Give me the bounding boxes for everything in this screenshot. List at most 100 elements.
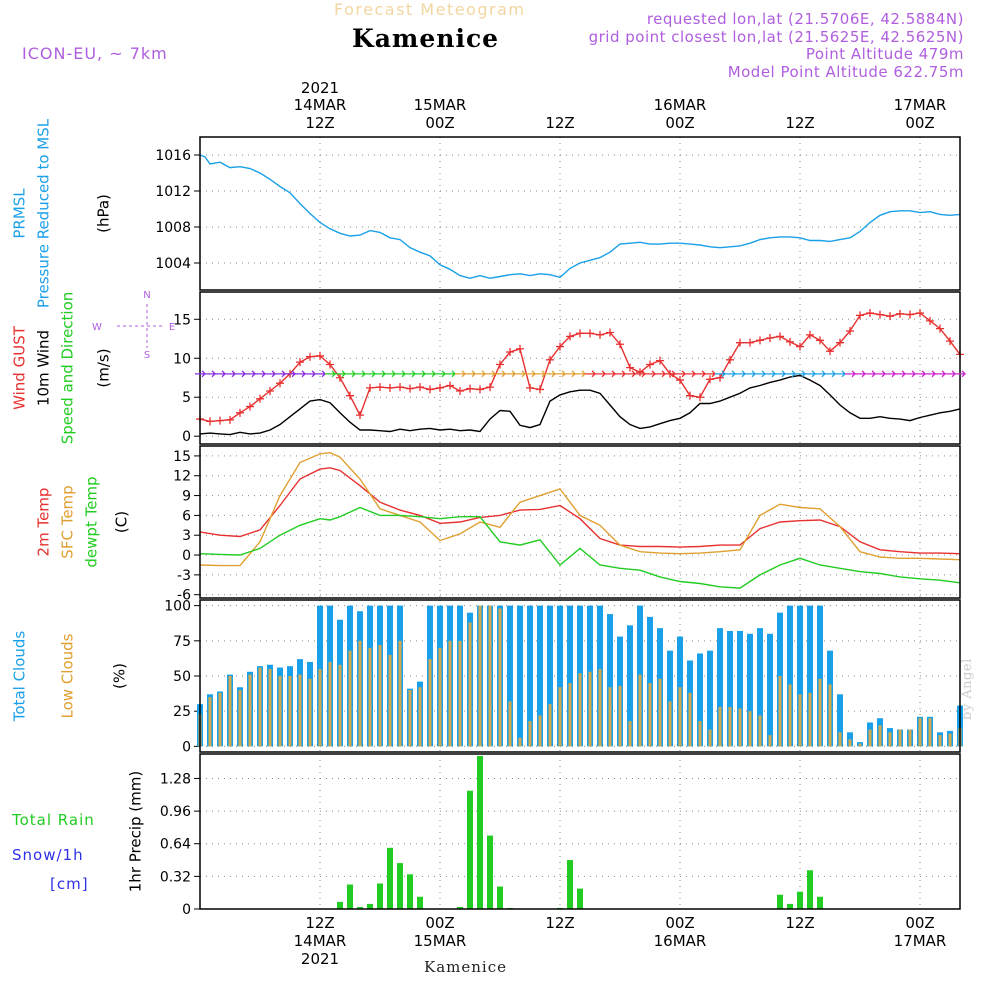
wind-gust-marker xyxy=(266,386,274,395)
total-cloud-bar xyxy=(747,633,753,747)
temperature-ytick-label: -3 xyxy=(177,568,191,584)
pressure-ylabel: PRMSL xyxy=(11,188,29,239)
clouds-ytick-label: 25 xyxy=(173,704,191,720)
wind-gust-marker xyxy=(796,342,804,351)
wind-gust-marker xyxy=(886,312,894,321)
model-altitude: Model Point Altitude 622.75m xyxy=(727,63,964,81)
wind-gust-marker xyxy=(466,384,474,393)
wind-gust-marker xyxy=(936,324,944,333)
clouds-ylabel: Low Clouds xyxy=(59,633,77,718)
precip-bar xyxy=(347,884,353,909)
low-cloud-bar xyxy=(558,687,562,747)
bottom-time-label: 00Z xyxy=(425,914,454,932)
low-cloud-bar xyxy=(248,674,252,747)
precip-label-cm: [cm] xyxy=(50,875,89,893)
low-cloud-bar xyxy=(788,684,792,747)
total-cloud-bar xyxy=(707,650,713,747)
compass-w: W xyxy=(92,322,102,333)
wind-ytick-label: 10 xyxy=(173,351,191,367)
low-cloud-bar xyxy=(768,735,772,747)
temperature-ytick-label: 9 xyxy=(182,489,191,505)
low-cloud-bar xyxy=(428,659,432,747)
wind-gust-marker xyxy=(256,394,264,403)
wind-plot-area xyxy=(200,292,960,444)
wind-gust-marker xyxy=(816,336,824,345)
wind-gust-marker xyxy=(866,309,874,318)
compass-axes xyxy=(117,304,162,348)
low-cloud-bar xyxy=(398,640,402,747)
precip-ytick-label: 0 xyxy=(182,902,191,918)
precip-ytick-label: 1.28 xyxy=(160,771,191,787)
wind-gust-marker xyxy=(926,316,934,325)
low-cloud-bar xyxy=(498,608,502,747)
precip-label-rain: Total Rain xyxy=(11,811,95,829)
wind-gust-marker xyxy=(416,383,424,392)
wind-ytick-label: 5 xyxy=(182,390,191,406)
wind-gust-marker xyxy=(206,417,214,426)
wind-gust-marker xyxy=(536,385,544,394)
total-cloud-bar xyxy=(537,605,543,747)
wind-gust-marker xyxy=(476,385,484,394)
low-cloud-bar xyxy=(518,737,522,747)
total-cloud-bar xyxy=(767,633,773,747)
forecast-title: Forecast Meteogram xyxy=(334,0,526,19)
wind-gust-marker xyxy=(546,355,554,364)
precip-bar xyxy=(477,756,483,909)
pressure-ytick-label: 1008 xyxy=(155,220,191,236)
low-cloud-bar xyxy=(588,671,592,747)
clouds-panel: 0 25 50 75 100 Total Clouds Low Clouds (%) xyxy=(11,599,963,755)
low-cloud-bar xyxy=(358,640,362,747)
wind-direction-arrows xyxy=(195,370,966,378)
precip-bar xyxy=(777,894,783,909)
temperature-plot-area xyxy=(200,446,960,598)
wind-gust-marker xyxy=(326,360,334,369)
wind-gust-marker xyxy=(516,344,524,353)
precip-panel: 0 0.32 0.64 0.96 1.28 Total Rain Snow/1h [cm] 1h… xyxy=(11,753,961,918)
low-cloud-bar xyxy=(618,685,622,747)
low-cloud-bar xyxy=(778,676,782,747)
wind-gust-marker xyxy=(726,355,734,364)
total-cloud-bar xyxy=(807,605,813,747)
clouds-frame xyxy=(199,599,961,753)
precip-bar xyxy=(387,847,393,909)
wind-gust-marker xyxy=(596,330,604,339)
precip-frame xyxy=(199,753,961,910)
pressure-panel: 1004 1008 1012 1016 PRMSL Pressure Reduced to… xyxy=(11,118,961,308)
low-cloud-bar xyxy=(908,729,912,747)
temperature-series-2-line xyxy=(199,506,961,589)
total-cloud-bar xyxy=(517,605,523,747)
wind-gust-marker xyxy=(526,383,534,392)
total-cloud-bar xyxy=(557,605,563,747)
precip-label-snow: Snow/1h xyxy=(12,846,84,864)
low-cloud-bar xyxy=(528,721,532,747)
pressure-frame xyxy=(199,136,961,291)
precip-plot-area xyxy=(200,754,960,909)
wind-ytick-label: 0 xyxy=(182,429,191,445)
clouds-ytick-label: 0 xyxy=(182,739,191,755)
wind-gust-marker xyxy=(556,342,564,351)
total-cloud-bar xyxy=(607,614,613,747)
wind-frame xyxy=(199,291,961,445)
precip-bar xyxy=(397,863,403,909)
wind-gust-marker xyxy=(756,336,764,345)
low-cloud-bar xyxy=(368,647,372,747)
footer-location: Kamenice xyxy=(424,958,507,976)
compass-e: E xyxy=(169,322,175,333)
total-cloud-bar xyxy=(627,625,633,747)
wind-gust-marker xyxy=(456,386,464,395)
top-time-label: 00Z xyxy=(425,114,454,132)
point-altitude: Point Altitude 479m xyxy=(805,45,964,63)
time-axis: 202114MAR12Z12Z14MAR202115MAR00Z00Z15MAR… xyxy=(294,79,947,968)
precip-bar xyxy=(467,790,473,909)
total-cloud-bar xyxy=(717,628,723,747)
wind-ylabel: 10m Wind xyxy=(35,330,53,406)
precip-bar xyxy=(577,888,583,909)
low-cloud-bar xyxy=(468,622,472,747)
low-cloud-bar xyxy=(918,718,922,747)
low-cloud-bar xyxy=(898,729,902,747)
pressure-plot-area xyxy=(200,137,960,290)
compass-n: N xyxy=(143,290,150,301)
wind-gust-marker xyxy=(486,383,494,392)
low-cloud-bar xyxy=(638,674,642,747)
low-cloud-bar xyxy=(328,661,332,747)
